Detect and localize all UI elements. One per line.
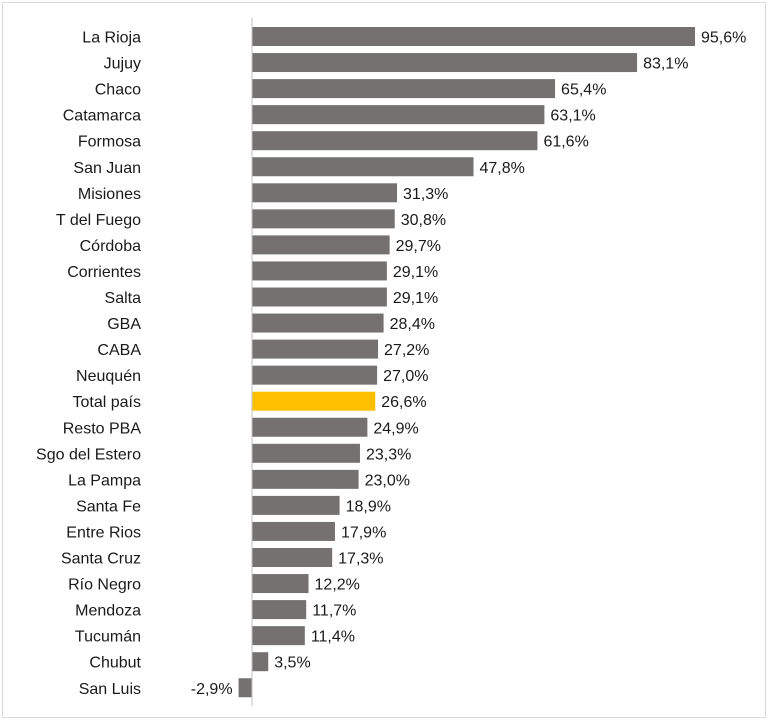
category-label-corrientes: Corrientes xyxy=(67,264,141,281)
category-label-tucuman: Tucumán xyxy=(75,629,141,646)
bar-catamarca xyxy=(252,105,545,125)
value-label-misiones: 31,3% xyxy=(403,186,448,203)
value-label-t-del-fuego: 30,8% xyxy=(401,212,446,229)
bar-jujuy xyxy=(252,53,638,73)
value-label-corrientes: 29,1% xyxy=(393,264,438,281)
value-label-gba: 28,4% xyxy=(390,316,435,333)
category-label-formosa: Formosa xyxy=(78,134,141,151)
category-label-chubut: Chubut xyxy=(89,655,141,672)
bar-la-rioja xyxy=(252,27,695,46)
value-label-salta: 29,1% xyxy=(393,290,438,307)
bar-t-del-fuego xyxy=(252,209,395,229)
value-label-santa-cruz: 17,3% xyxy=(338,551,383,568)
value-label-chaco: 65,4% xyxy=(561,82,606,99)
category-label-chaco: Chaco xyxy=(95,82,141,99)
category-label-cordoba: Córdoba xyxy=(80,238,141,255)
value-label-tucuman: 11,4% xyxy=(311,629,355,646)
category-label-santa-cruz: Santa Cruz xyxy=(61,551,141,568)
category-label-la-rioja: La Rioja xyxy=(82,30,141,47)
category-label-mendoza: Mendoza xyxy=(75,603,141,620)
category-label-la-pampa: La Pampa xyxy=(68,472,141,489)
bar-neuquen xyxy=(252,365,378,385)
bar-gba xyxy=(252,313,384,333)
value-label-neuquen: 27,0% xyxy=(383,368,428,385)
bar-la-pampa xyxy=(252,469,359,489)
value-label-caba: 27,2% xyxy=(384,342,429,359)
value-label-cordoba: 29,7% xyxy=(396,238,441,255)
bar-san-luis xyxy=(238,678,252,698)
value-label-entre-rios: 17,9% xyxy=(341,524,386,541)
bars-group xyxy=(238,27,695,698)
bar-formosa xyxy=(252,131,538,151)
bar-resto-pba xyxy=(252,417,368,437)
category-label-santa-fe: Santa Fe xyxy=(76,498,141,515)
category-label-entre-rios: Entre Rios xyxy=(66,524,141,541)
bar-chubut xyxy=(252,652,269,672)
category-label-san-luis: San Luis xyxy=(79,681,141,698)
value-label-mendoza: 11,7% xyxy=(312,603,356,620)
category-label-misiones: Misiones xyxy=(78,186,141,203)
value-label-rio-negro: 12,2% xyxy=(315,577,360,594)
category-label-gba: GBA xyxy=(107,316,141,333)
bar-salta xyxy=(252,287,387,307)
value-label-formosa: 61,6% xyxy=(543,134,588,151)
bar-entre-rios xyxy=(252,521,335,541)
value-label-jujuy: 83,1% xyxy=(643,56,688,73)
category-label-catamarca: Catamarca xyxy=(63,108,141,125)
category-label-t-del-fuego: T del Fuego xyxy=(56,212,141,229)
bar-corrientes xyxy=(252,261,387,281)
category-labels-group: La Rioja Jujuy Chaco Catamarca Formosa San Ju… xyxy=(36,30,142,698)
bar-santa-cruz xyxy=(252,548,333,567)
bar-tucuman xyxy=(252,626,305,646)
value-label-resto-pba: 24,9% xyxy=(373,420,418,437)
category-label-resto-pba: Resto PBA xyxy=(63,420,142,437)
value-label-chubut: 3,5% xyxy=(274,655,310,672)
bar-rio-negro xyxy=(252,574,309,594)
category-label-salta: Salta xyxy=(105,290,142,307)
category-label-sgo-del-estero: Sgo del Estero xyxy=(36,446,141,463)
bar-total-pais xyxy=(252,391,376,411)
category-label-neuquen: Neuquén xyxy=(76,368,141,385)
category-label-total-pais: Total país xyxy=(73,394,141,411)
category-label-san-juan: San Juan xyxy=(73,160,141,177)
value-label-la-pampa: 23,0% xyxy=(365,472,410,489)
value-label-sgo-del-estero: 23,3% xyxy=(366,446,411,463)
value-label-san-juan: 47,8% xyxy=(480,160,525,177)
value-label-total-pais: 26,6% xyxy=(381,394,426,411)
value-label-catamarca: 63,1% xyxy=(550,108,595,125)
bar-caba xyxy=(252,339,379,359)
bar-san-juan xyxy=(252,157,474,177)
bar-santa-fe xyxy=(252,495,340,515)
bar-mendoza xyxy=(252,600,307,620)
value-labels-group: 95,6% 83,1% 65,4% 63,1% 61,6% 47,8% 31,3% 30,8%… xyxy=(191,30,747,698)
bar-cordoba xyxy=(252,235,390,255)
value-label-la-rioja: 95,6% xyxy=(701,30,746,47)
bar-sgo-del-estero xyxy=(252,443,360,463)
bar-misiones xyxy=(252,183,398,203)
category-label-jujuy: Jujuy xyxy=(104,56,141,73)
bar-chaco xyxy=(252,79,556,99)
value-label-santa-fe: 18,9% xyxy=(346,498,391,515)
category-label-caba: CABA xyxy=(97,342,141,359)
category-label-rio-negro: Río Negro xyxy=(68,577,141,594)
value-label-san-luis: -2,9% xyxy=(191,681,233,698)
